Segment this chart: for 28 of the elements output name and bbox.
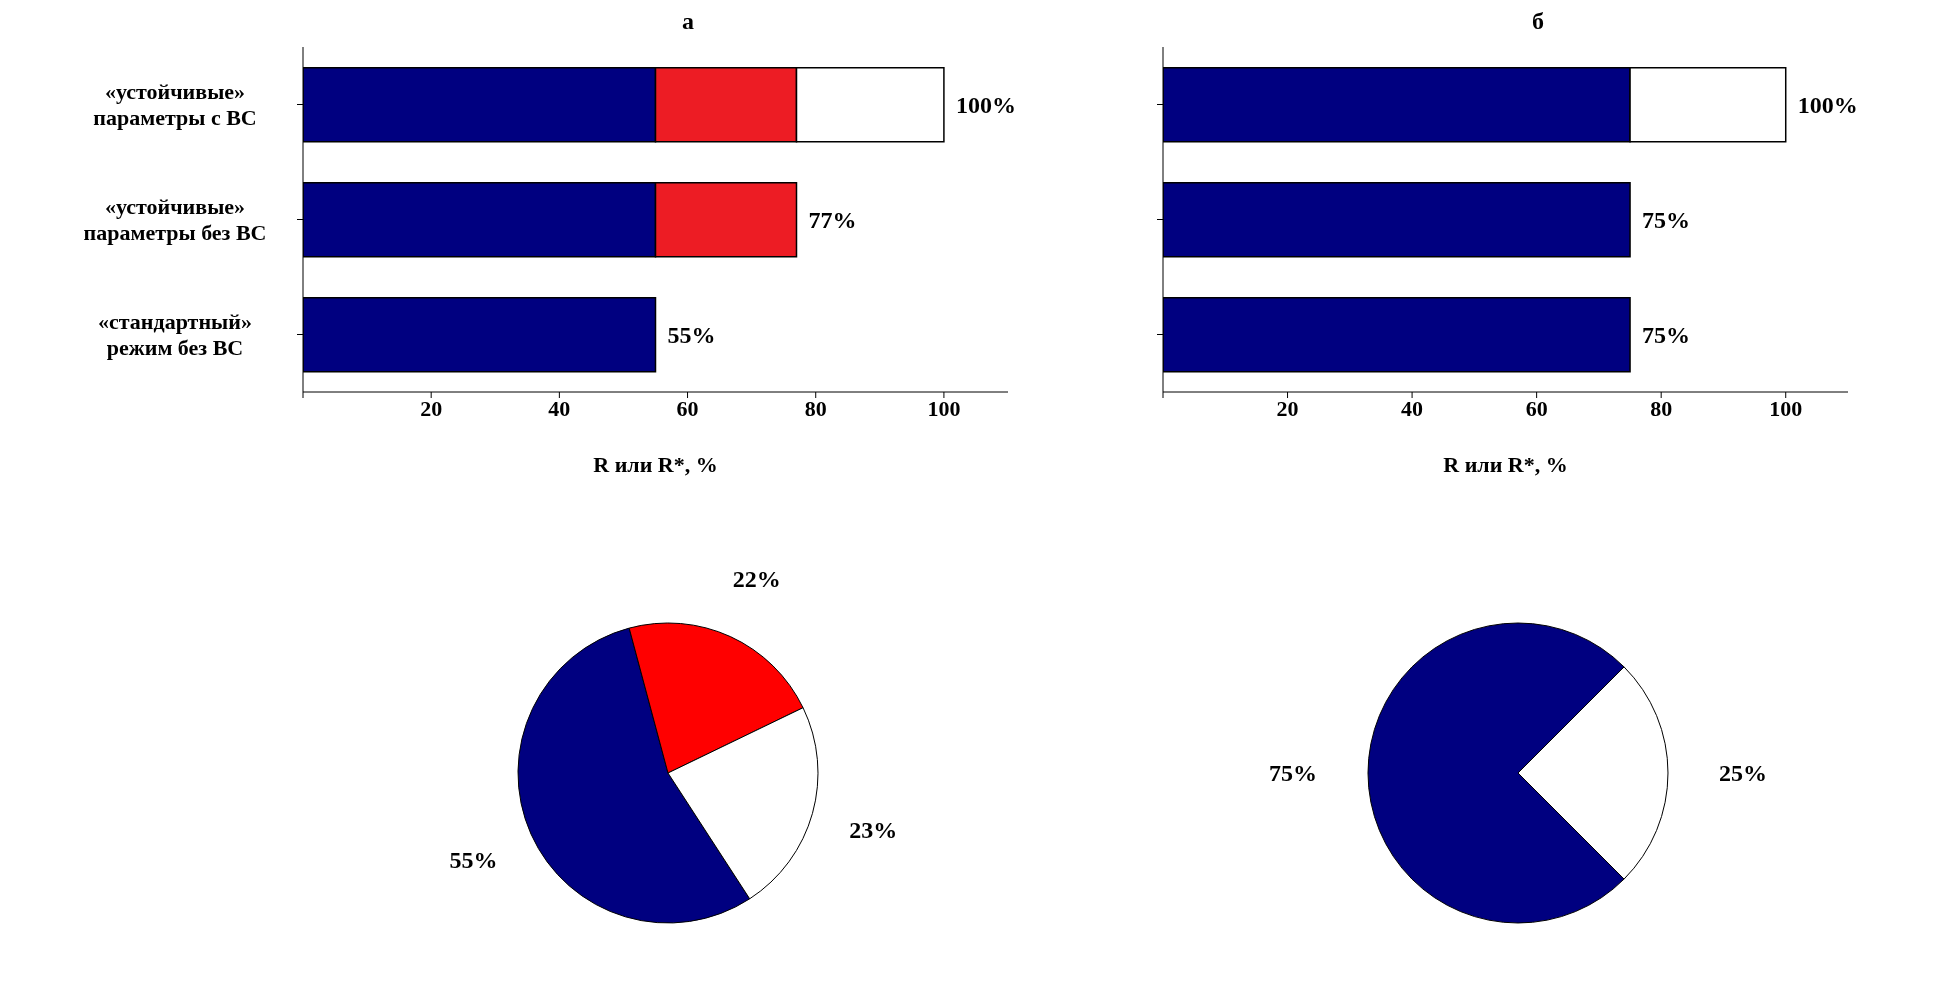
chart-title: б <box>1531 8 1545 36</box>
total-label: 77% <box>808 206 857 233</box>
data-label: 55% <box>449 846 498 873</box>
total-label: 100% <box>955 91 1016 118</box>
chart-title: а <box>681 8 695 36</box>
y-tick-label: «устойчивые» параметры с ВС <box>93 78 257 130</box>
data-label: 23% <box>849 817 898 844</box>
total-label: 75% <box>1642 321 1691 348</box>
data-label: 25% <box>1719 760 1767 786</box>
x-tick-label: 20 <box>1276 395 1299 421</box>
x-tick-label: 100 <box>1769 395 1803 421</box>
x-axis-title: R или R*, % <box>1443 452 1568 477</box>
x-tick-label: 60 <box>676 395 699 421</box>
x-tick-label: 60 <box>1525 395 1548 421</box>
x-tick-label: 40 <box>1401 395 1424 421</box>
x-tick-label: 80 <box>1650 395 1673 421</box>
y-tick-label: «стандартный» режим без ВС <box>98 308 252 360</box>
x-tick-label: 20 <box>420 395 443 421</box>
x-axis-title: R или R*, % <box>593 452 718 477</box>
data-label: 75% <box>1269 760 1317 786</box>
y-tick-label: «устойчивые» параметры без ВС <box>83 193 267 245</box>
x-tick-label: 40 <box>548 395 571 421</box>
x-tick-label: 80 <box>804 395 827 421</box>
total-label: 100% <box>1797 91 1858 118</box>
x-tick-label: 100 <box>927 395 961 421</box>
total-label: 75% <box>1642 206 1691 233</box>
data-label: 22% <box>732 566 781 593</box>
total-label: 55% <box>667 321 716 348</box>
